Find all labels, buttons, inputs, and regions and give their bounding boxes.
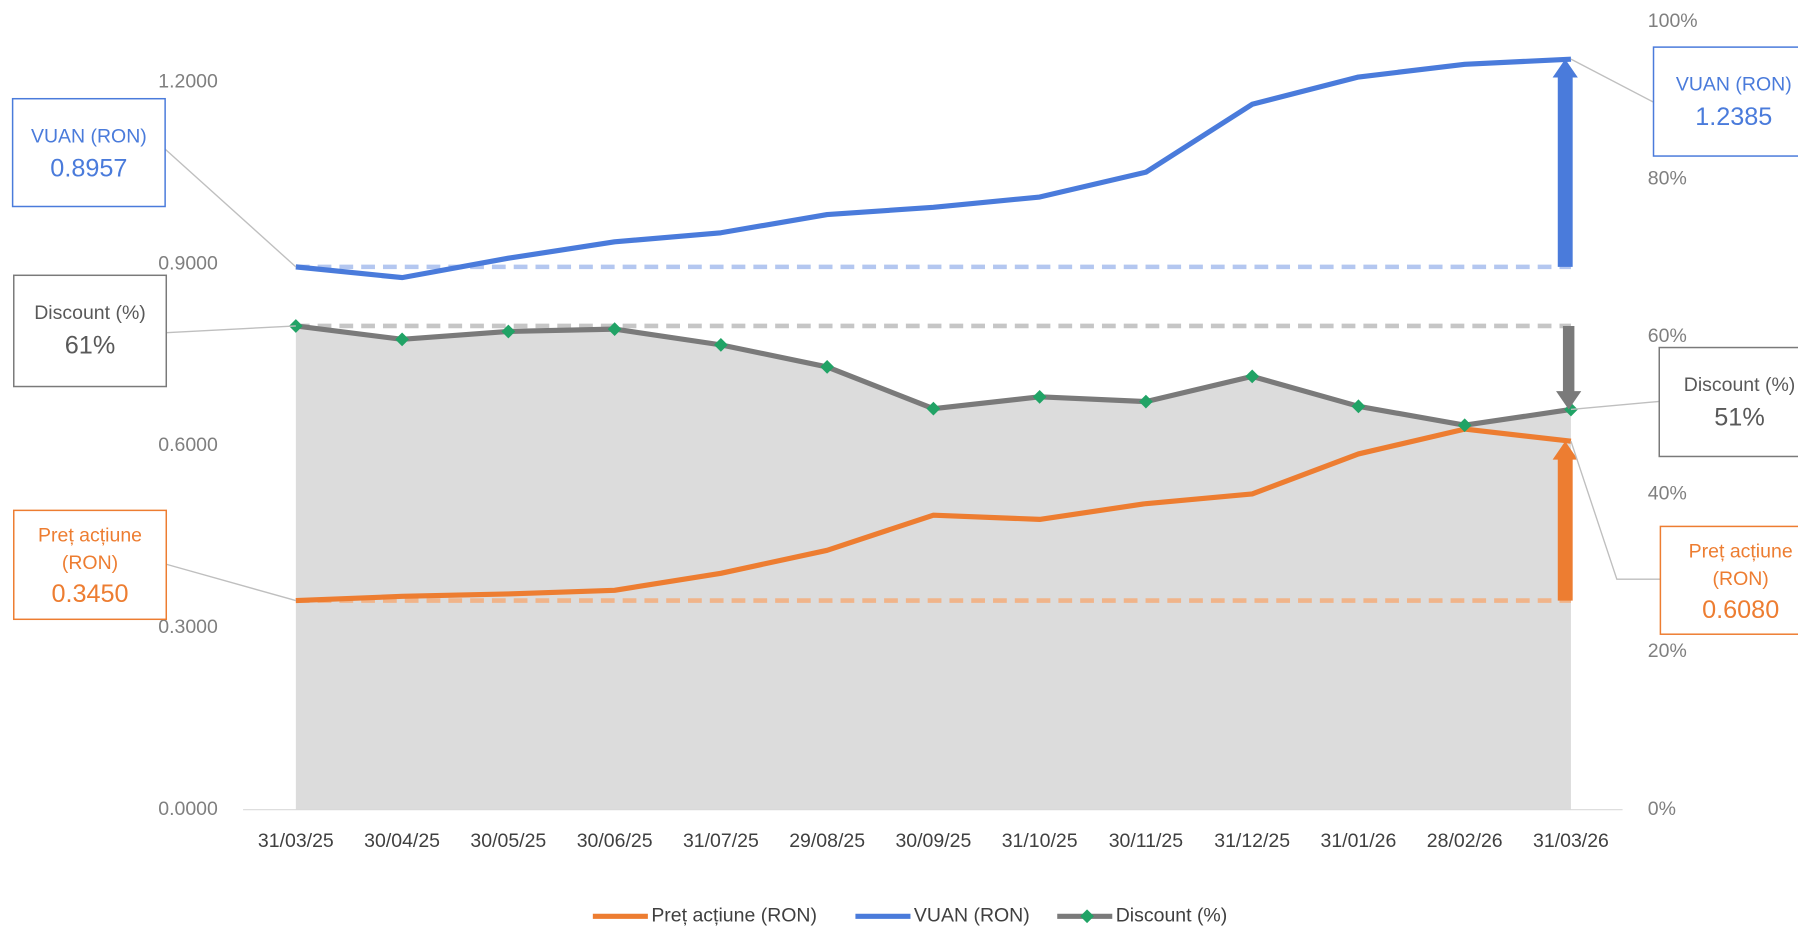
callout-box [11,97,166,208]
x-tick-label: 31/03/26 [1533,830,1609,852]
y-tick-label: 1.2000 [158,71,218,93]
y2-tick-label: 60% [1648,325,1687,347]
x-tick-label: 31/01/26 [1321,830,1397,852]
callout-name: VUAN (RON) [31,125,147,147]
callout-value: 61% [65,331,115,359]
change-arrow [1552,441,1578,601]
x-tick-label: 31/07/25 [683,830,759,852]
y-tick-label: 0.3000 [158,616,218,638]
marker [395,332,409,347]
marker [1245,369,1260,384]
y-tick-label: 0.0000 [158,798,218,820]
callout-box [1652,46,1798,157]
change-arrow [1556,325,1582,410]
marker [1457,418,1472,433]
callout-name: VUAN (RON) [1676,74,1792,96]
callout-name-line: (RON) [62,552,118,574]
callout-value: 0.6080 [1702,596,1779,624]
callout-name-line: (RON) [1713,568,1769,590]
x-tick-label: 29/08/25 [789,830,865,852]
y-tick-label: 0.6000 [158,434,218,456]
callout-box [13,274,168,388]
callout-value: 1.2385 [1695,103,1772,131]
x-tick-label: 31/10/25 [1002,830,1078,852]
y2-tick-label: 0% [1648,798,1676,820]
x-tick-label: 28/02/26 [1427,830,1503,852]
marker [1351,399,1366,414]
x-tick-label: 31/12/25 [1214,830,1290,852]
callout-leader [166,325,296,334]
callout-name: Discount (%) [1684,374,1796,396]
marker [288,319,303,333]
y2-tick-label: 20% [1648,640,1687,662]
x-tick-label: 30/05/25 [470,830,546,852]
callout-value: 0.3450 [51,580,128,608]
callout-value: 0.8957 [50,155,127,183]
callout-box [13,509,168,621]
marker [1032,389,1047,404]
callout-leader [166,563,297,602]
y2-tick-label: 100% [1648,10,1698,32]
x-tick-label: 30/09/25 [895,830,971,852]
callout-name-line: Preț acțiune [1689,540,1793,562]
callout-name: Preț acțiune (RON) [38,524,142,574]
y2-tick-label: 40% [1648,483,1687,505]
series-line [295,426,1572,604]
x-tick-label: 31/03/25 [258,830,334,852]
legend-label: Discount (%) [1116,904,1228,926]
marker [607,322,622,336]
callout-name: Preț acțiune (RON) [1689,540,1793,590]
change-arrow [1552,59,1578,267]
callout-leader [1570,440,1661,580]
area [295,325,1571,810]
callout-value: 51% [1714,404,1764,432]
y-tick-label: 0.9000 [158,252,218,274]
callout-name: Discount (%) [34,302,146,324]
x-tick-label: 30/06/25 [577,830,653,852]
callout-leader [1570,58,1654,103]
marker [820,360,835,374]
callout-name-line: Preț acțiune [38,524,142,546]
marker [1139,394,1153,409]
callout-box [1659,525,1798,635]
y2-tick-label: 80% [1648,168,1687,190]
callout-box [1658,346,1798,458]
callout-leader [164,148,297,268]
x-tick-label: 30/04/25 [364,830,440,852]
legend-label: VUAN (RON) [914,904,1030,926]
series-line [295,56,1572,281]
legend-marker [1080,909,1094,924]
x-tick-label: 30/11/25 [1109,830,1184,852]
marker [926,401,941,416]
legend-label: Preț acțiune (RON) [651,904,817,926]
callout-leader [1570,400,1660,411]
